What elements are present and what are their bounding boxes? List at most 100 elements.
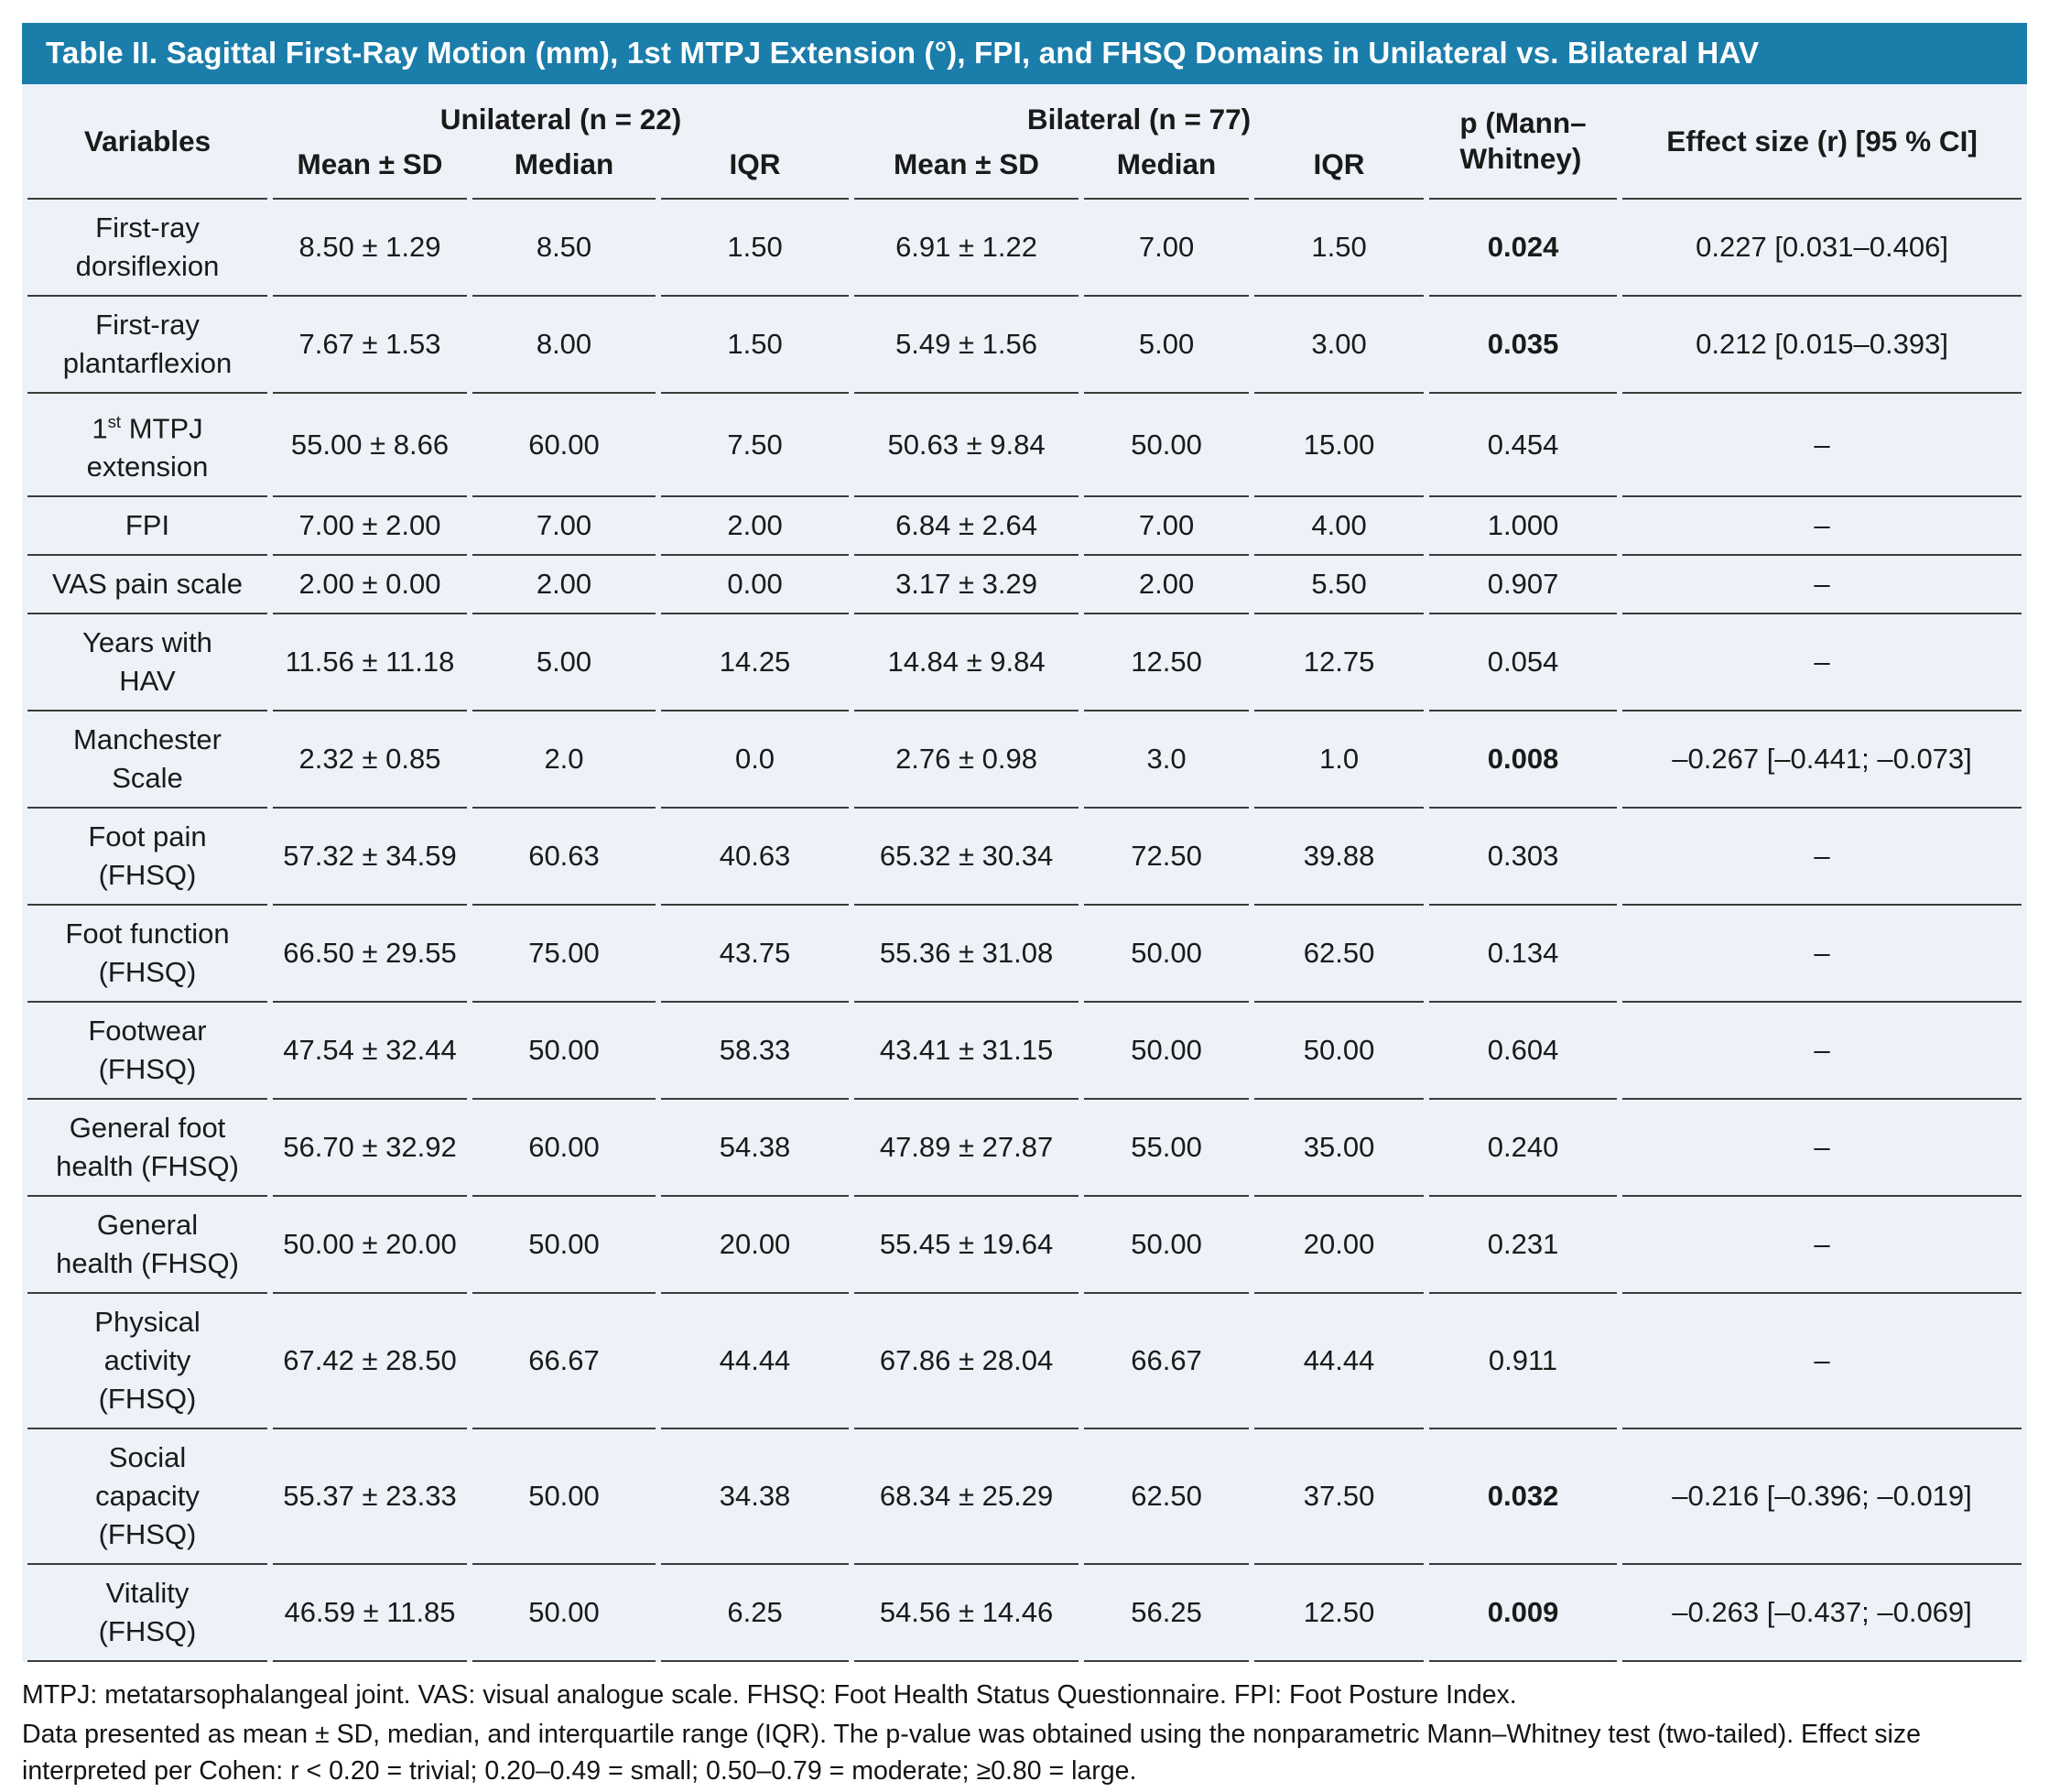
cell-unilateral-median: 8.00 xyxy=(472,297,656,394)
cell-unilateral-median: 75.00 xyxy=(472,906,656,1004)
cell-p-value: 0.134 xyxy=(1429,906,1618,1004)
cell-effect-size: – xyxy=(1622,394,2022,498)
cell-bilateral-median: 66.67 xyxy=(1084,1294,1250,1430)
cell-unilateral-mean-sd: 50.00 ± 20.00 xyxy=(273,1197,467,1295)
table-row: Years with HAV 11.56 ± 11.18 5.00 14.25 14.8… xyxy=(27,614,2022,712)
cell-unilateral-median: 50.00 xyxy=(472,1197,656,1295)
cell-unilateral-iqr: 6.25 xyxy=(661,1565,850,1663)
col-header-p-value: p (Mann– Whitney) xyxy=(1429,84,1618,200)
cell-bilateral-iqr: 1.0 xyxy=(1254,711,1425,809)
table-row: Social capacity (FHSQ) 55.37 ± 23.33 50.00… xyxy=(27,1429,2022,1566)
cell-bilateral-iqr: 50.00 xyxy=(1254,1003,1425,1101)
col-header-bilateral-group: Bilateral (n = 77) xyxy=(1026,103,1252,136)
cell-p-value: 0.604 xyxy=(1429,1003,1618,1101)
cell-p-value: 0.054 xyxy=(1429,614,1618,712)
cell-bilateral-iqr: 4.00 xyxy=(1254,497,1425,557)
header-sub-row: Mean ± SD Median IQR Mean ± SD Median IQ… xyxy=(27,142,2022,200)
cell-unilateral-iqr: 20.00 xyxy=(661,1197,850,1295)
cell-unilateral-mean-sd: 46.59 ± 11.85 xyxy=(273,1565,467,1663)
variable-label-part: st xyxy=(107,412,122,431)
cell-unilateral-mean-sd: 67.42 ± 28.50 xyxy=(273,1294,467,1430)
cell-unilateral-iqr: 58.33 xyxy=(661,1003,850,1101)
cell-variable: Social capacity (FHSQ) xyxy=(27,1429,267,1566)
cell-bilateral-iqr: 20.00 xyxy=(1254,1197,1425,1295)
cell-bilateral-mean-sd: 67.86 ± 28.04 xyxy=(854,1294,1079,1430)
cell-bilateral-iqr: 39.88 xyxy=(1254,809,1425,907)
cell-unilateral-mean-sd: 47.54 ± 32.44 xyxy=(273,1003,467,1101)
cell-effect-size: –0.267 [–0.441; –0.073] xyxy=(1622,711,2022,809)
cell-bilateral-median: 50.00 xyxy=(1084,1003,1250,1101)
cell-bilateral-mean-sd: 54.56 ± 14.46 xyxy=(854,1565,1079,1663)
cell-effect-size: –0.263 [–0.437; –0.069] xyxy=(1622,1565,2022,1663)
cell-bilateral-mean-sd: 6.84 ± 2.64 xyxy=(854,497,1079,557)
cell-unilateral-mean-sd: 7.67 ± 1.53 xyxy=(273,297,467,394)
variable-label-part: MTPJ extension xyxy=(86,412,209,483)
table-row: VAS pain scale 2.00 ± 0.00 2.00 0.00 3.17 ± … xyxy=(27,556,2022,615)
cell-effect-size: –0.216 [–0.396; –0.019] xyxy=(1622,1429,2022,1566)
cell-variable: Foot pain (FHSQ) xyxy=(27,809,267,907)
table-row: FPI 7.00 ± 2.00 7.00 2.00 6.84 ± 2.64 7.00 4.0… xyxy=(27,497,2022,557)
cell-bilateral-mean-sd: 65.32 ± 30.34 xyxy=(854,809,1079,907)
table-body: First-ray dorsiflexion 8.50 ± 1.29 8.50 1.5… xyxy=(27,200,2022,1663)
table-row: Footwear (FHSQ) 47.54 ± 32.44 50.00 58.33 43… xyxy=(27,1003,2022,1101)
cell-variable: Vitality (FHSQ) xyxy=(27,1565,267,1663)
col-header-bilateral-mean-sd: Mean ± SD xyxy=(854,142,1079,200)
cell-variable: First-ray dorsiflexion xyxy=(27,200,267,297)
cell-unilateral-median: 2.0 xyxy=(472,711,656,809)
col-header-unilateral-group: Unilateral (n = 22) xyxy=(439,103,682,136)
cell-variable: Footwear (FHSQ) xyxy=(27,1003,267,1101)
cell-bilateral-iqr: 3.00 xyxy=(1254,297,1425,394)
cell-unilateral-mean-sd: 56.70 ± 32.92 xyxy=(273,1100,467,1198)
cell-bilateral-mean-sd: 2.76 ± 0.98 xyxy=(854,711,1079,809)
header-group-row: Variables Unilateral (n = 22) Bilateral … xyxy=(27,84,2022,200)
cell-bilateral-median: 3.0 xyxy=(1084,711,1250,809)
table-row: General health (FHSQ) 50.00 ± 20.00 50.00 2… xyxy=(27,1197,2022,1295)
statistics-table: Variables Unilateral (n = 22) Bilateral … xyxy=(22,84,2028,1663)
cell-unilateral-mean-sd: 2.00 ± 0.00 xyxy=(273,556,467,615)
cell-effect-size: – xyxy=(1622,497,2022,557)
cell-variable: Manchester Scale xyxy=(27,711,267,809)
cell-effect-size: – xyxy=(1622,556,2022,615)
cell-unilateral-mean-sd: 7.00 ± 2.00 xyxy=(273,497,467,557)
cell-bilateral-mean-sd: 6.91 ± 1.22 xyxy=(854,200,1079,297)
table-footnotes: MTPJ: metatarsophalangeal joint. VAS: vi… xyxy=(22,1677,2027,1789)
cell-effect-size: – xyxy=(1622,809,2022,907)
cell-bilateral-mean-sd: 50.63 ± 9.84 xyxy=(854,394,1079,498)
cell-bilateral-median: 50.00 xyxy=(1084,394,1250,498)
cell-unilateral-mean-sd: 55.37 ± 23.33 xyxy=(273,1429,467,1566)
cell-bilateral-iqr: 37.50 xyxy=(1254,1429,1425,1566)
cell-unilateral-mean-sd: 66.50 ± 29.55 xyxy=(273,906,467,1004)
cell-p-value: 0.032 xyxy=(1429,1429,1618,1566)
cell-bilateral-median: 2.00 xyxy=(1084,556,1250,615)
cell-bilateral-iqr: 12.75 xyxy=(1254,614,1425,712)
cell-unilateral-iqr: 43.75 xyxy=(661,906,850,1004)
cell-unilateral-iqr: 14.25 xyxy=(661,614,850,712)
cell-bilateral-mean-sd: 68.34 ± 25.29 xyxy=(854,1429,1079,1566)
table-row: First-ray dorsiflexion 8.50 ± 1.29 8.50 1.5… xyxy=(27,200,2022,297)
col-header-effect-size: Effect size (r) [95 % CI] xyxy=(1622,84,2022,200)
table-row: Foot function (FHSQ) 66.50 ± 29.55 75.00 43… xyxy=(27,906,2022,1004)
cell-unilateral-iqr: 40.63 xyxy=(661,809,850,907)
cell-unilateral-mean-sd: 2.32 ± 0.85 xyxy=(273,711,467,809)
cell-bilateral-mean-sd: 43.41 ± 31.15 xyxy=(854,1003,1079,1101)
cell-bilateral-iqr: 1.50 xyxy=(1254,200,1425,297)
cell-unilateral-iqr: 1.50 xyxy=(661,200,850,297)
cell-variable: FPI xyxy=(27,497,267,557)
cell-unilateral-median: 50.00 xyxy=(472,1003,656,1101)
cell-effect-size: – xyxy=(1622,906,2022,1004)
cell-bilateral-mean-sd: 55.36 ± 31.08 xyxy=(854,906,1079,1004)
cell-unilateral-iqr: 7.50 xyxy=(661,394,850,498)
cell-unilateral-median: 50.00 xyxy=(472,1565,656,1663)
cell-unilateral-iqr: 2.00 xyxy=(661,497,850,557)
cell-p-value: 0.035 xyxy=(1429,297,1618,394)
col-header-unilateral-mean-sd: Mean ± SD xyxy=(273,142,467,200)
cell-bilateral-mean-sd: 47.89 ± 27.87 xyxy=(854,1100,1079,1198)
cell-bilateral-iqr: 44.44 xyxy=(1254,1294,1425,1430)
cell-effect-size: – xyxy=(1622,1197,2022,1295)
cell-variable: General foot health (FHSQ) xyxy=(27,1100,267,1198)
cell-unilateral-iqr: 34.38 xyxy=(661,1429,850,1566)
cell-p-value: 0.009 xyxy=(1429,1565,1618,1663)
cell-effect-size: 0.227 [0.031–0.406] xyxy=(1622,200,2022,297)
cell-unilateral-median: 66.67 xyxy=(472,1294,656,1430)
cell-bilateral-median: 50.00 xyxy=(1084,1197,1250,1295)
